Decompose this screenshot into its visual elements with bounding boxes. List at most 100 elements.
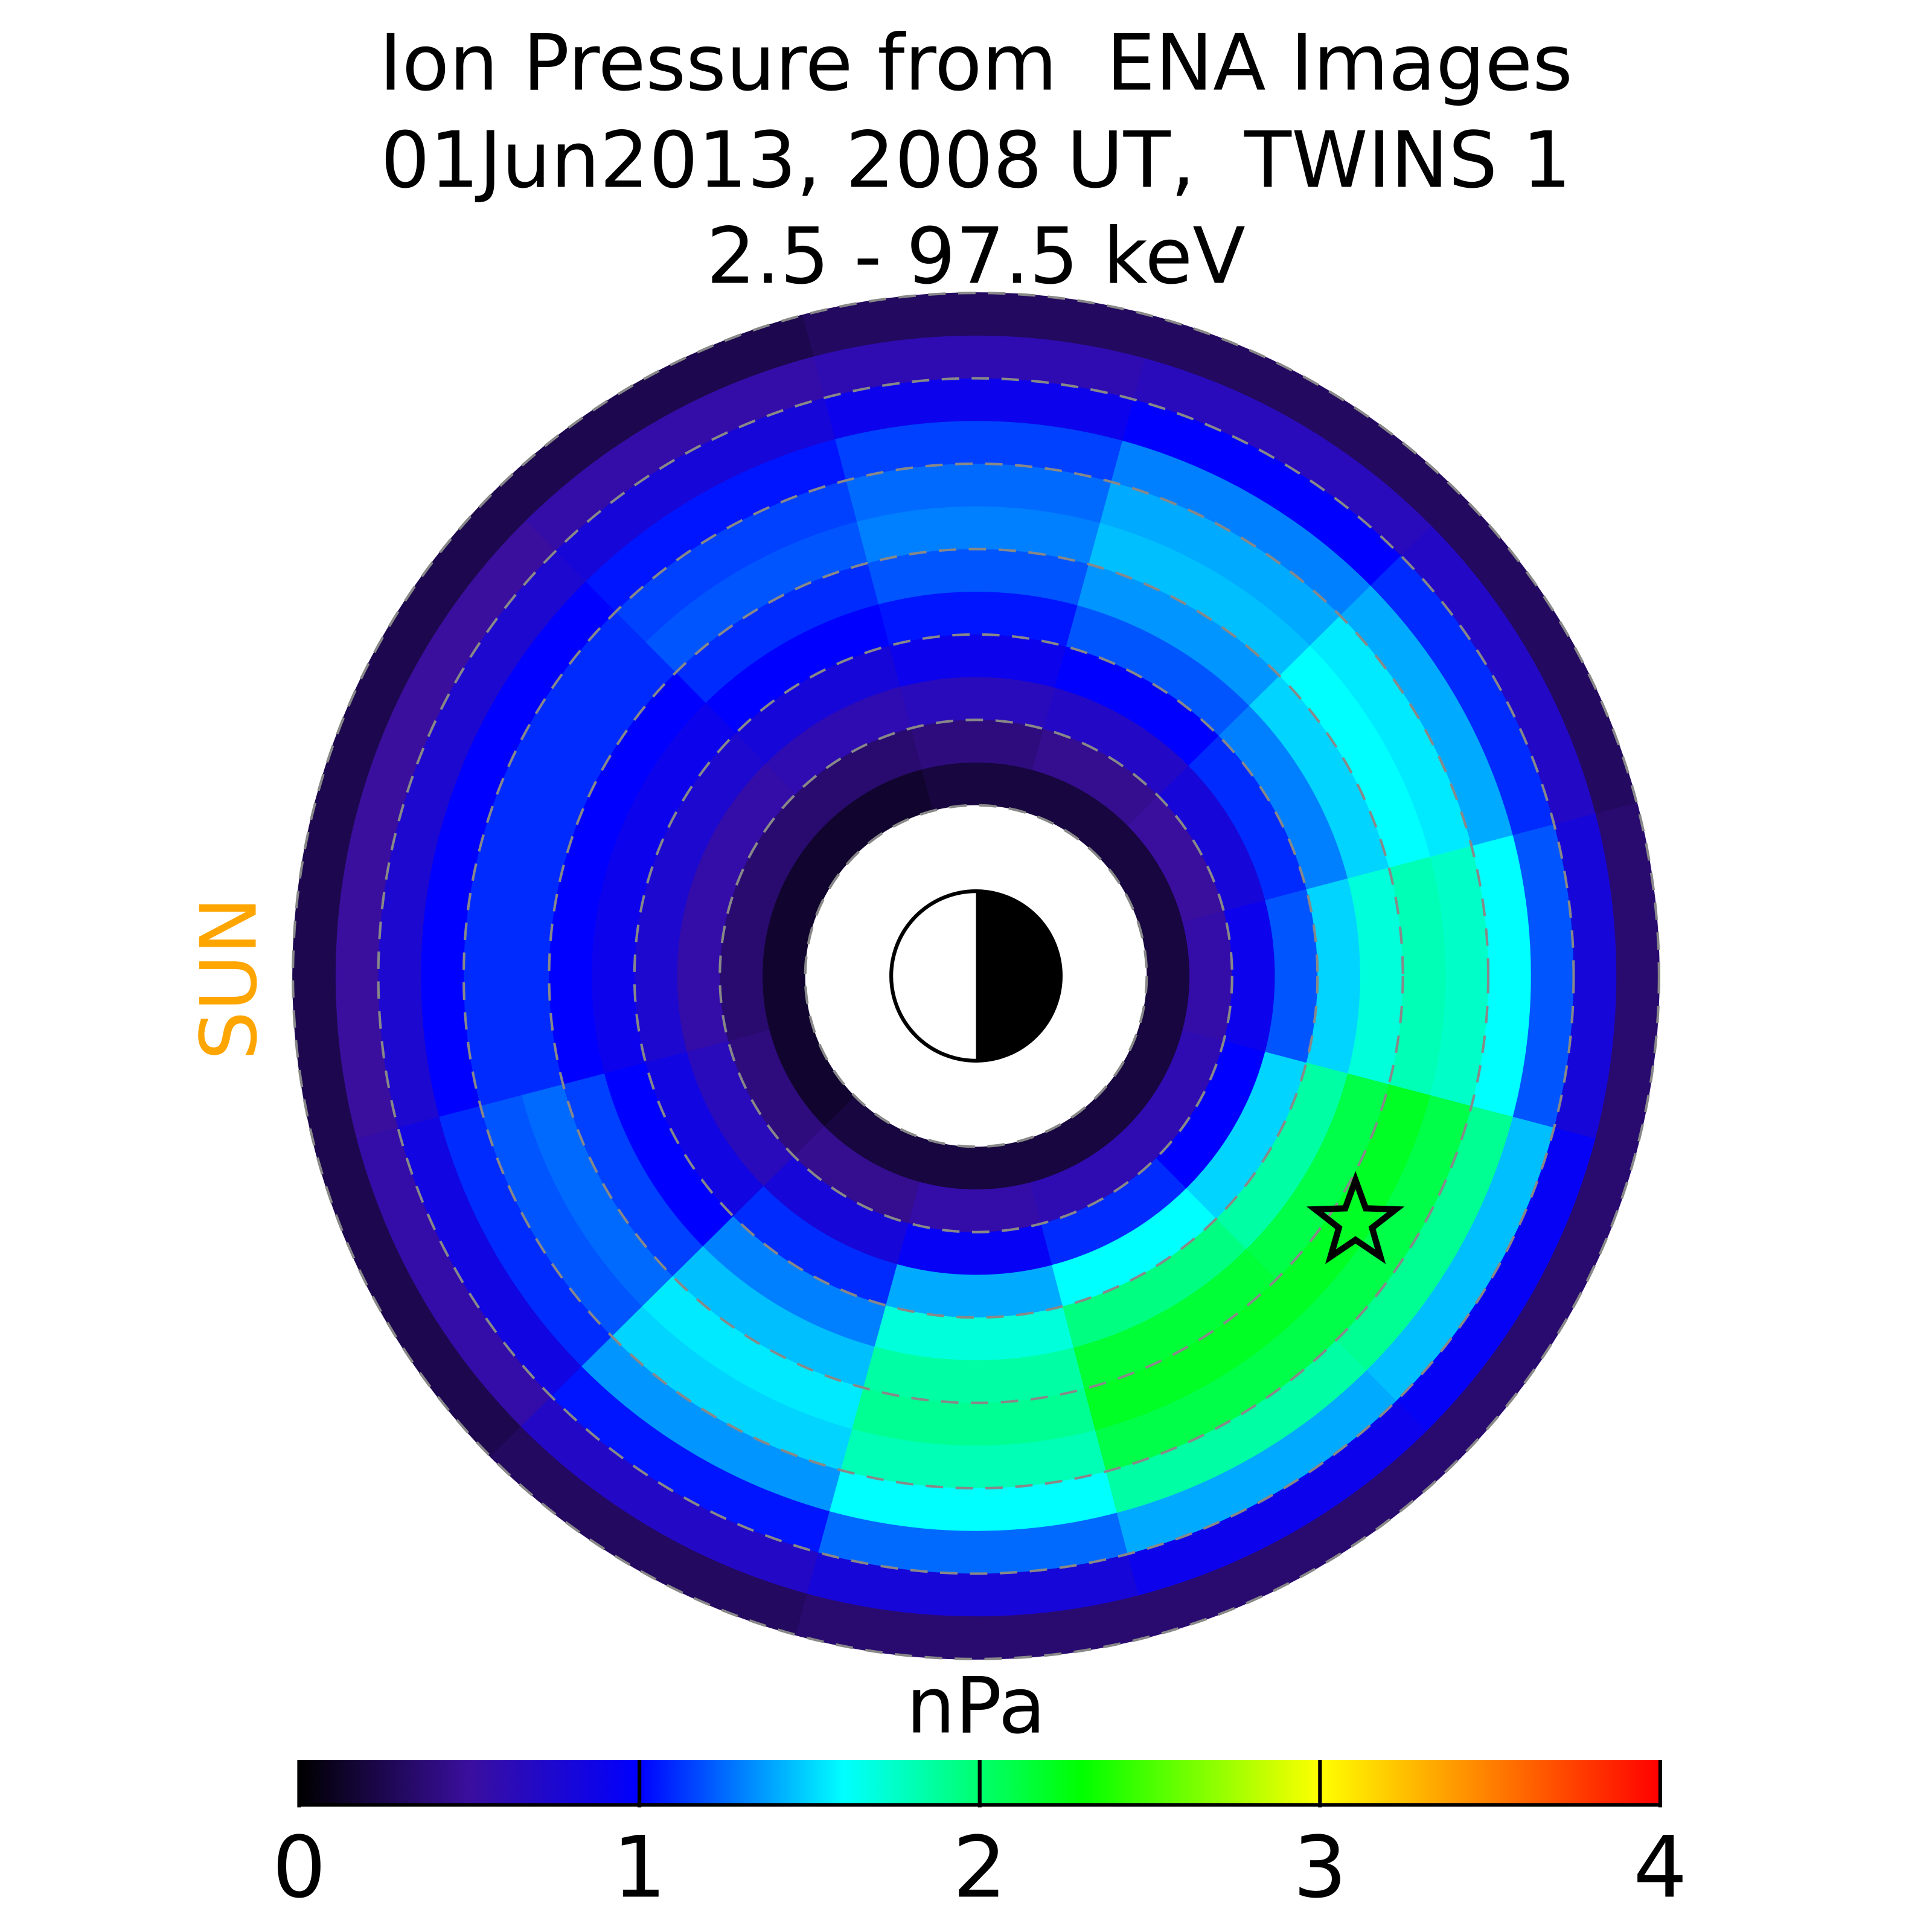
heat-cell xyxy=(551,1366,836,1555)
heat-cell xyxy=(1305,874,1361,1078)
heat-cell xyxy=(702,603,889,736)
heat-cell xyxy=(824,769,933,856)
grid-circle xyxy=(377,377,1575,1575)
colorbar-tick-label: 4 xyxy=(1633,1819,1687,1918)
heat-cell xyxy=(874,591,1078,647)
heat-cell xyxy=(1346,863,1404,1089)
heat-cell xyxy=(1366,1116,1555,1401)
chart-subtitle: 01Jun2013, 2008 UT, TWINS 1 xyxy=(381,116,1572,206)
colorbar: 0 1 2 3 4 xyxy=(272,1760,1687,1918)
heat-cell xyxy=(1156,763,1266,911)
colorbar-tick-label: 2 xyxy=(953,1819,1006,1918)
heat-cell xyxy=(818,377,1134,441)
heat-cell xyxy=(897,676,1055,729)
heat-cell xyxy=(769,1019,856,1128)
heat-cell xyxy=(479,611,646,857)
heat-cell xyxy=(356,1127,556,1432)
heat-cell xyxy=(462,840,523,1112)
heat-cell xyxy=(562,1073,706,1280)
heat-cell xyxy=(1073,562,1280,706)
heat-cell xyxy=(769,824,856,933)
heat-cell xyxy=(1127,1396,1432,1596)
heat-cell xyxy=(863,1346,1089,1404)
heat-cell xyxy=(377,818,441,1134)
heat-cell xyxy=(761,919,811,1033)
heat-cell xyxy=(1246,672,1390,879)
heat-cell xyxy=(908,1182,1044,1233)
heat-cell xyxy=(505,852,565,1101)
chart-subtitle: 2.5 - 97.5 keV xyxy=(706,212,1246,302)
heat-cell xyxy=(490,315,814,526)
colorbar-label: nPa xyxy=(906,1662,1046,1751)
heat-cell xyxy=(581,438,846,616)
heat-cell xyxy=(1593,795,1660,1157)
heat-cell xyxy=(611,479,857,646)
heat-cell xyxy=(1105,1336,1371,1514)
heat-cell xyxy=(479,1095,646,1341)
heat-cell xyxy=(829,420,1123,482)
heat-cell xyxy=(315,1138,526,1462)
heat-cell xyxy=(1084,521,1311,676)
heat-cell xyxy=(520,356,825,556)
heat-cell xyxy=(420,829,482,1123)
heat-cell xyxy=(1552,807,1617,1145)
heat-cell xyxy=(1138,1426,1462,1637)
heat-cell xyxy=(334,807,400,1145)
heat-cell xyxy=(824,1096,933,1183)
heat-cell xyxy=(1223,897,1276,1055)
heat-cell xyxy=(1138,315,1462,526)
grid-circle xyxy=(718,718,1233,1233)
heat-cell xyxy=(1426,1138,1637,1462)
heat-cell xyxy=(645,1052,766,1220)
heat-cell xyxy=(1426,490,1637,814)
heat-cell xyxy=(490,1426,814,1637)
heat-cell xyxy=(1126,793,1224,922)
heat-cell xyxy=(863,548,1089,606)
heat-cell xyxy=(1126,1030,1224,1159)
heat-cell xyxy=(521,1084,676,1311)
heat-cell xyxy=(397,551,586,836)
heat-cell xyxy=(1182,908,1233,1044)
heat-cell xyxy=(1186,732,1307,900)
heat-cell xyxy=(581,1336,846,1514)
heat-cell xyxy=(1030,1126,1159,1224)
heat-cell xyxy=(1470,829,1532,1123)
heat-cell xyxy=(1041,1156,1189,1266)
heat-cell xyxy=(1073,1246,1280,1390)
heat-cell xyxy=(1030,728,1159,826)
heat-cell xyxy=(521,641,676,868)
heat-cell xyxy=(1246,1073,1390,1280)
heat-cell xyxy=(1306,611,1473,857)
heat-cell xyxy=(1019,769,1128,856)
heat-cell xyxy=(603,702,736,889)
heat-cell xyxy=(852,1387,1101,1447)
heat-cell xyxy=(763,1156,911,1266)
heat-cell xyxy=(728,1030,826,1159)
earth xyxy=(889,889,1063,1063)
heat-cell xyxy=(1216,1063,1349,1250)
heat-cell xyxy=(438,1105,616,1371)
heat-cell xyxy=(1336,581,1514,846)
heat-cell xyxy=(793,1126,922,1224)
heat-cell xyxy=(562,672,706,879)
position-marker xyxy=(1306,1171,1405,1264)
grid-circle xyxy=(804,804,1148,1148)
heat-cell xyxy=(874,1305,1078,1361)
heat-cell xyxy=(1396,520,1596,825)
heat-cell xyxy=(551,397,836,586)
heat-cell xyxy=(840,1428,1112,1489)
grid-circle xyxy=(292,292,1660,1660)
heat-cell xyxy=(611,1306,857,1473)
heat-cell xyxy=(1216,702,1349,889)
heat-cell xyxy=(1019,1096,1128,1183)
heat-cell xyxy=(829,1470,1123,1532)
heat-cell xyxy=(672,562,879,706)
heat-cell xyxy=(520,1396,825,1596)
heat-cell xyxy=(1116,397,1401,586)
heat-cell xyxy=(1428,840,1489,1112)
heat-cell xyxy=(1511,818,1575,1134)
heat-cell xyxy=(1156,1041,1266,1189)
heat-cell xyxy=(763,686,911,796)
earth-outline xyxy=(889,889,1063,1063)
